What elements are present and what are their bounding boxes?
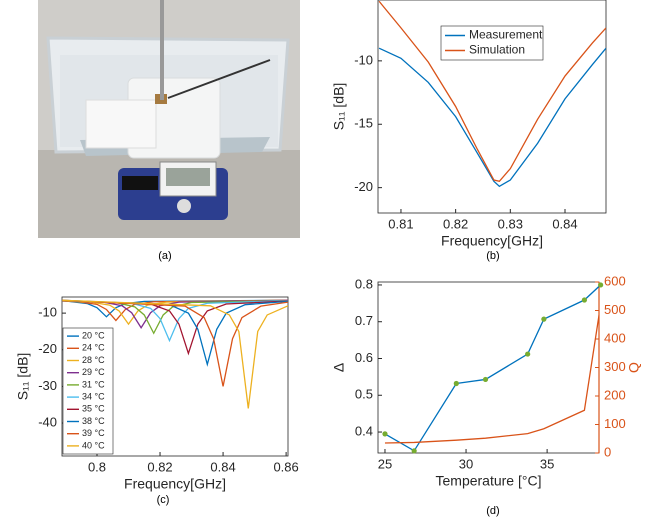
x-tick-label: 0.83: [498, 216, 523, 231]
x-tick-label: 0.81: [388, 216, 413, 231]
legend-label: 31 °C: [82, 379, 105, 389]
chart: 25 30 35 0.4 0.5 0.6 0.7 0.8 0 100 200 300 400 500 600…: [331, 273, 642, 488]
x-tick-label: 0.82: [147, 459, 172, 474]
series-group: [62, 299, 288, 409]
y-tick-label: -15: [354, 116, 373, 131]
y2-tick-label: 300: [604, 359, 626, 374]
point: [482, 376, 489, 383]
y-axis-label: S₁₁ [dB]: [15, 353, 31, 401]
point: [581, 297, 588, 303]
y-tick-label: 0.4: [355, 423, 373, 438]
legend-label: 40 °C: [82, 440, 105, 450]
point: [453, 380, 459, 387]
point: [598, 282, 604, 288]
caption: (a): [158, 250, 171, 262]
y-tick-label: -10: [354, 52, 373, 67]
x-axis-label: Temperature [°C]: [436, 473, 542, 489]
series-line: [62, 299, 288, 326]
caption: (d): [486, 505, 499, 517]
x-tick-label: 35: [540, 456, 554, 471]
legend-label: 34 °C: [82, 391, 105, 401]
x-axis-label: Frequency[GHz]: [124, 476, 226, 492]
caption: (c): [157, 494, 170, 506]
y-axis-label: S₁₁ [dB]: [331, 83, 347, 131]
series-line: [62, 299, 288, 367]
legend: 20 °C 24 °C 28 °C 29 °C 31 °C 34 °C 35 °C 38 °C…: [62, 327, 114, 455]
y-tick-label: -20: [354, 179, 373, 194]
chart: 0.8 0.82 0.84 0.86 -40 -30 -20 -10 Frequency[GHz…: [15, 296, 299, 492]
y-tick-label: 0.7: [355, 313, 373, 328]
photo: [38, 0, 300, 238]
y-tick-label: -20: [38, 341, 57, 356]
point: [525, 351, 531, 357]
series-line: [384, 285, 599, 452]
y-tick-label: -40: [38, 414, 57, 429]
legend-label: 39 °C: [82, 428, 105, 438]
legend-label: 29 °C: [82, 367, 105, 377]
y2-tick-label: 600: [604, 273, 626, 288]
y-tick-label: -30: [38, 378, 57, 393]
x-tick-label: 0.82: [443, 216, 468, 231]
series-line: [384, 311, 599, 444]
y2-tick-label: 0: [604, 444, 611, 459]
legend-label: 28 °C: [82, 355, 105, 365]
y-tick-label: 0.5: [355, 387, 373, 402]
legend-label: Measurement: [469, 28, 543, 42]
y2-axis-label: Q: [626, 362, 642, 373]
y2-tick-label: 100: [604, 416, 626, 431]
series-line: [62, 299, 288, 409]
legend-label: 20 °C: [82, 330, 105, 340]
y-axis-label: Δ: [331, 363, 347, 372]
legend-label: 38 °C: [82, 416, 105, 426]
series-group: [378, 0, 606, 188]
y2-tick-label: 500: [604, 302, 626, 317]
y2-tick-label: 200: [604, 387, 626, 402]
x-tick-label: 30: [459, 456, 473, 471]
legend-label: 24 °C: [82, 343, 105, 353]
series-line: [62, 299, 288, 387]
plot-area: [377, 281, 600, 454]
series-line: [62, 300, 288, 356]
y-tick-label: -10: [38, 305, 57, 320]
x-tick-label: 25: [378, 456, 392, 471]
chart: 0.81 0.82 0.83 0.84 -20 -15 -10 Frequency[GHz] S…: [331, 0, 607, 249]
caption: (b): [486, 250, 499, 262]
x-tick-label: 0.86: [273, 459, 298, 474]
y2-tick-label: 400: [604, 330, 626, 345]
point: [541, 316, 547, 322]
legend-label: 35 °C: [82, 404, 105, 414]
y-tick-label: 0.8: [355, 276, 373, 291]
series-line: [378, 47, 606, 188]
series-line: [62, 300, 288, 335]
x-tick-label: 0.84: [210, 459, 235, 474]
series-line: [62, 299, 288, 322]
legend-box: [440, 25, 544, 61]
point: [382, 431, 388, 437]
x-tick-label: 0.8: [88, 459, 106, 474]
point: [411, 448, 417, 454]
y-tick-label: 0.6: [355, 350, 373, 365]
legend-label: Simulation: [469, 43, 525, 57]
x-axis-label: Frequency[GHz]: [441, 233, 543, 249]
x-tick-label: 0.84: [552, 216, 577, 231]
series-line: [62, 299, 288, 329]
series-group: [384, 285, 599, 452]
series-line: [378, 0, 606, 183]
